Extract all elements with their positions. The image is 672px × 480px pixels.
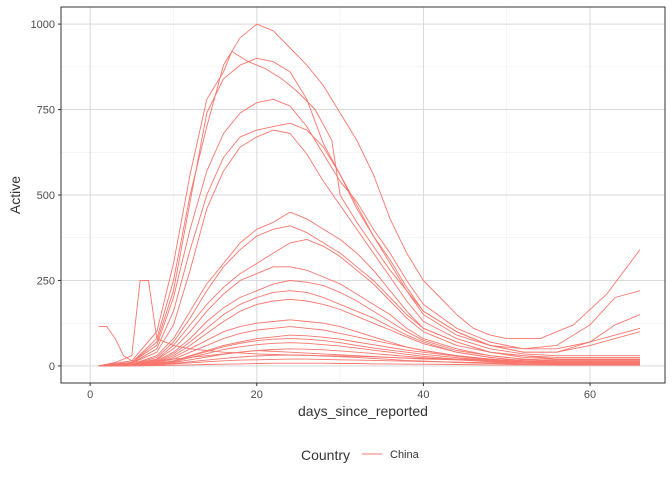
x-axis-ticks: 0 20 40 60 bbox=[87, 383, 596, 401]
series-line-23 bbox=[98, 358, 640, 367]
x-tick-label: 0 bbox=[87, 389, 93, 401]
series-line-4 bbox=[98, 98, 641, 367]
series-line-20 bbox=[98, 280, 640, 367]
series-line-15 bbox=[98, 326, 640, 367]
series-line-5 bbox=[98, 122, 641, 367]
x-tick-label: 60 bbox=[584, 389, 596, 401]
series-line-1 bbox=[98, 23, 641, 367]
series-line-2 bbox=[98, 50, 641, 367]
series-line-13 bbox=[98, 298, 640, 367]
x-axis-title: days_since_reported bbox=[298, 403, 428, 419]
legend-title: Country bbox=[301, 447, 350, 463]
y-tick-label: 500 bbox=[37, 190, 55, 202]
x-tick-label: 40 bbox=[417, 389, 429, 401]
legend: Country China bbox=[301, 447, 420, 463]
series-line-11 bbox=[98, 280, 640, 367]
y-tick-label: 750 bbox=[37, 105, 55, 117]
y-tick-label: 0 bbox=[49, 361, 55, 373]
legend-label-china: China bbox=[390, 449, 420, 461]
x-tick-label: 20 bbox=[251, 389, 263, 401]
y-tick-label: 1000 bbox=[31, 19, 55, 31]
series-line-24 bbox=[98, 362, 640, 367]
series-line-22 bbox=[98, 338, 640, 367]
y-axis-ticks: 0 250 500 750 1000 bbox=[31, 19, 61, 373]
y-axis-title: Active bbox=[7, 176, 23, 214]
series-lines bbox=[98, 23, 641, 367]
series-line-18 bbox=[98, 348, 640, 367]
major-gridlines bbox=[61, 7, 665, 383]
series-line-9 bbox=[98, 238, 640, 367]
series-line-6 bbox=[98, 129, 640, 367]
y-tick-label: 250 bbox=[37, 275, 55, 287]
